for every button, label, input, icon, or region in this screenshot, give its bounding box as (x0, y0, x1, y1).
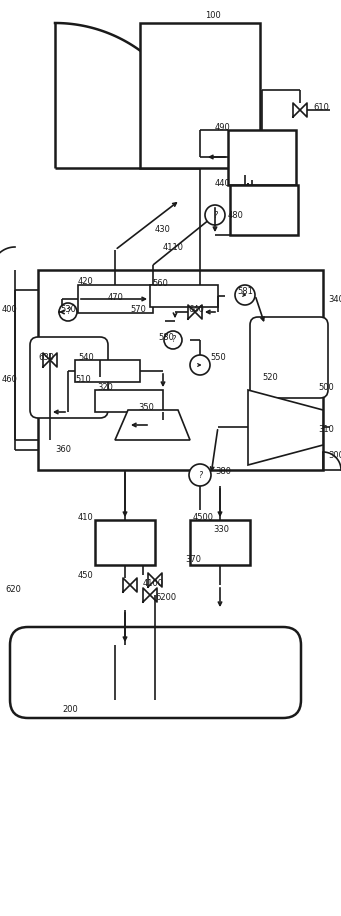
Text: 310: 310 (318, 426, 334, 434)
Text: 490: 490 (215, 123, 231, 132)
Bar (75, 360, 140, 382)
Text: 4110: 4110 (163, 244, 184, 253)
Text: 530: 530 (60, 304, 76, 313)
Text: 470: 470 (108, 292, 124, 301)
Bar (150, 285, 218, 307)
Text: 360: 360 (55, 445, 71, 454)
Text: 620: 620 (5, 585, 21, 594)
Text: 430: 430 (155, 225, 171, 234)
Text: 100: 100 (205, 10, 221, 19)
Text: 340: 340 (328, 296, 341, 304)
Text: 610: 610 (313, 103, 329, 112)
Text: ?: ? (198, 471, 202, 479)
Circle shape (164, 331, 182, 349)
Text: 560: 560 (152, 278, 168, 288)
Bar (38, 270, 323, 470)
Text: 420: 420 (78, 278, 94, 287)
Text: 540: 540 (78, 354, 94, 363)
Circle shape (59, 303, 77, 321)
Text: 410: 410 (78, 514, 94, 522)
Text: 500: 500 (318, 384, 334, 392)
Text: 580: 580 (158, 333, 174, 343)
Text: 4100: 4100 (143, 579, 164, 587)
Text: 400: 400 (2, 306, 18, 314)
Text: 320: 320 (97, 384, 113, 392)
Text: 370: 370 (185, 555, 201, 564)
Text: 380: 380 (215, 467, 231, 476)
Text: 330: 330 (213, 526, 229, 535)
Polygon shape (115, 410, 190, 440)
Bar (190, 520, 250, 565)
Text: 550: 550 (210, 354, 226, 363)
Bar (95, 520, 155, 565)
Polygon shape (248, 390, 323, 465)
Text: 480: 480 (228, 211, 244, 220)
Text: 460: 460 (2, 376, 18, 385)
Circle shape (190, 355, 210, 375)
Text: 581: 581 (237, 287, 253, 296)
Text: 570: 570 (130, 304, 146, 313)
Circle shape (235, 285, 255, 305)
Text: 350: 350 (138, 404, 154, 412)
Circle shape (205, 205, 225, 225)
Circle shape (189, 464, 211, 486)
Text: 630: 630 (38, 353, 54, 362)
Bar (78, 285, 153, 313)
Text: 450: 450 (78, 571, 94, 580)
Text: 520: 520 (262, 373, 278, 381)
Text: 640: 640 (188, 304, 204, 313)
Bar (140, 23, 260, 168)
FancyBboxPatch shape (30, 337, 108, 418)
Bar (228, 130, 296, 185)
Text: ?: ? (171, 335, 175, 344)
FancyBboxPatch shape (10, 627, 301, 718)
Text: 300: 300 (328, 451, 341, 460)
Text: ?: ? (213, 211, 217, 220)
Text: 4500: 4500 (193, 514, 214, 522)
Text: 6200: 6200 (155, 594, 176, 603)
Text: 440: 440 (215, 179, 231, 188)
Bar (230, 185, 298, 235)
Text: 200: 200 (62, 705, 78, 714)
Text: ?: ? (66, 308, 70, 317)
Bar (95, 390, 163, 412)
Text: 510: 510 (75, 376, 91, 385)
FancyBboxPatch shape (250, 317, 328, 398)
